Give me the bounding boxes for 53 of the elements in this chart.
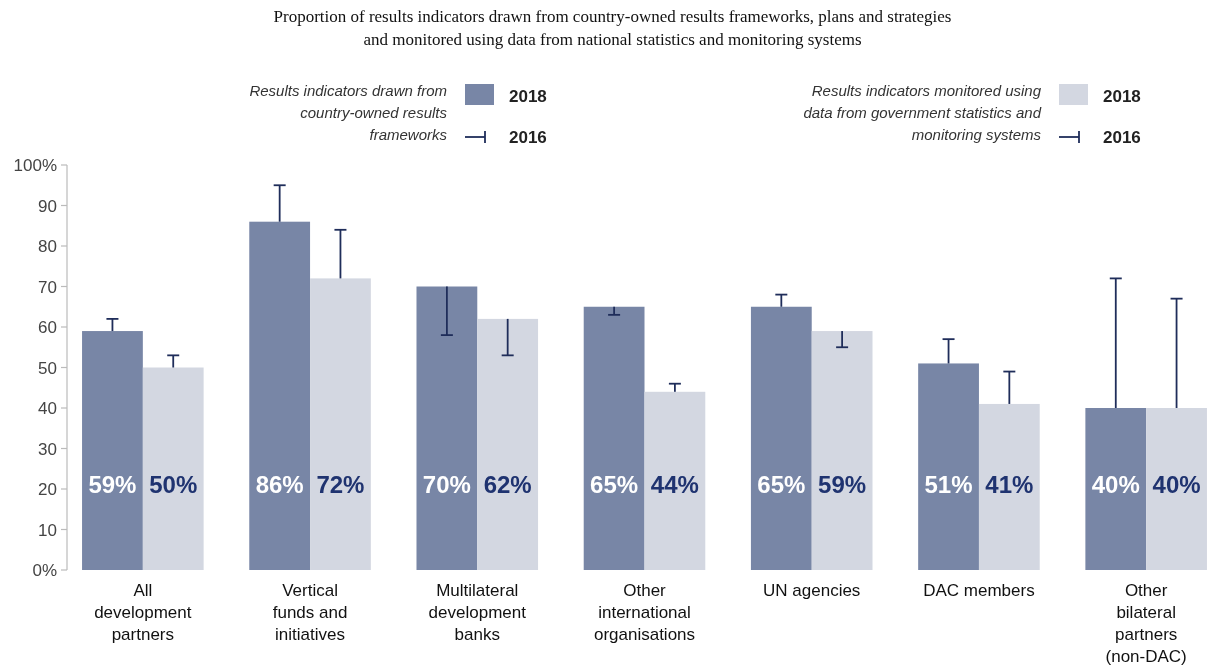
- y-tick-label: 20: [38, 480, 57, 499]
- y-tick-label: 100%: [13, 156, 57, 175]
- text: 2016: [509, 128, 547, 147]
- x-tick-label: Other bilateral partners (non-DAC): [1105, 581, 1187, 666]
- bar: [82, 331, 143, 570]
- bar: [644, 391, 706, 570]
- data-label: 59%: [88, 471, 137, 498]
- legend-label: 2018: [1103, 87, 1141, 106]
- legend-label: 2018: [509, 87, 547, 106]
- data-label: 40%: [1091, 471, 1140, 498]
- data-label: 41%: [985, 471, 1034, 498]
- y-tick-label: 70: [38, 277, 57, 297]
- data-label: 62%: [483, 471, 532, 498]
- data-label: 86%: [255, 471, 304, 498]
- bar: [811, 331, 873, 570]
- y-tick-label: 60: [38, 318, 57, 337]
- bar: [249, 221, 311, 570]
- text: Results indicators drawn from country-owned results frameworks: [249, 82, 448, 143]
- bar: [978, 403, 1040, 570]
- bar: [583, 306, 645, 570]
- data-label: 59%: [818, 471, 867, 498]
- bar: [310, 278, 371, 570]
- y-tick-label: 30: [38, 439, 57, 459]
- bar: [750, 306, 812, 570]
- data-label: 50%: [149, 471, 198, 498]
- data-label: 40%: [1152, 471, 1201, 498]
- y-tick-label: 50: [38, 358, 57, 378]
- y-tick-label: 0%: [32, 561, 57, 580]
- data-label: 70%: [422, 471, 471, 498]
- x-tick-label: Other international organisations: [593, 581, 696, 644]
- data-label: 44%: [650, 471, 699, 498]
- data-label: 65%: [757, 471, 806, 498]
- bar: [918, 363, 979, 570]
- x-tick-label: UN agencies: [763, 581, 861, 600]
- x-tick-label: DAC members: [923, 581, 1035, 600]
- y-tick-label: 90: [38, 196, 57, 216]
- text: 2016: [1103, 128, 1141, 147]
- x-tick-label: Vertical funds and initiatives: [272, 581, 348, 644]
- data-label: 51%: [924, 471, 973, 498]
- data-label: 72%: [316, 471, 365, 498]
- x-tick-label: All development partners: [94, 581, 192, 644]
- y-tick-label: 40: [38, 399, 57, 418]
- x-tick-label: Multilateral development banks: [428, 581, 527, 644]
- y-tick-label: 10: [38, 520, 57, 540]
- bar: [416, 286, 478, 570]
- bar: [477, 318, 539, 570]
- bar: [1146, 408, 1207, 570]
- bar: [142, 367, 204, 570]
- y-tick-label: 80: [38, 237, 57, 256]
- chart-title: Proportion of results indicators drawn from country-owned results frameworks, plans and strategies and monitored using data from national statistics and monitoring systems: [273, 7, 952, 49]
- data-label: 65%: [590, 471, 639, 498]
- text: Results indicators monitored using data from government statistics and monitoring systems: [803, 82, 1042, 143]
- bar: [1085, 408, 1147, 570]
